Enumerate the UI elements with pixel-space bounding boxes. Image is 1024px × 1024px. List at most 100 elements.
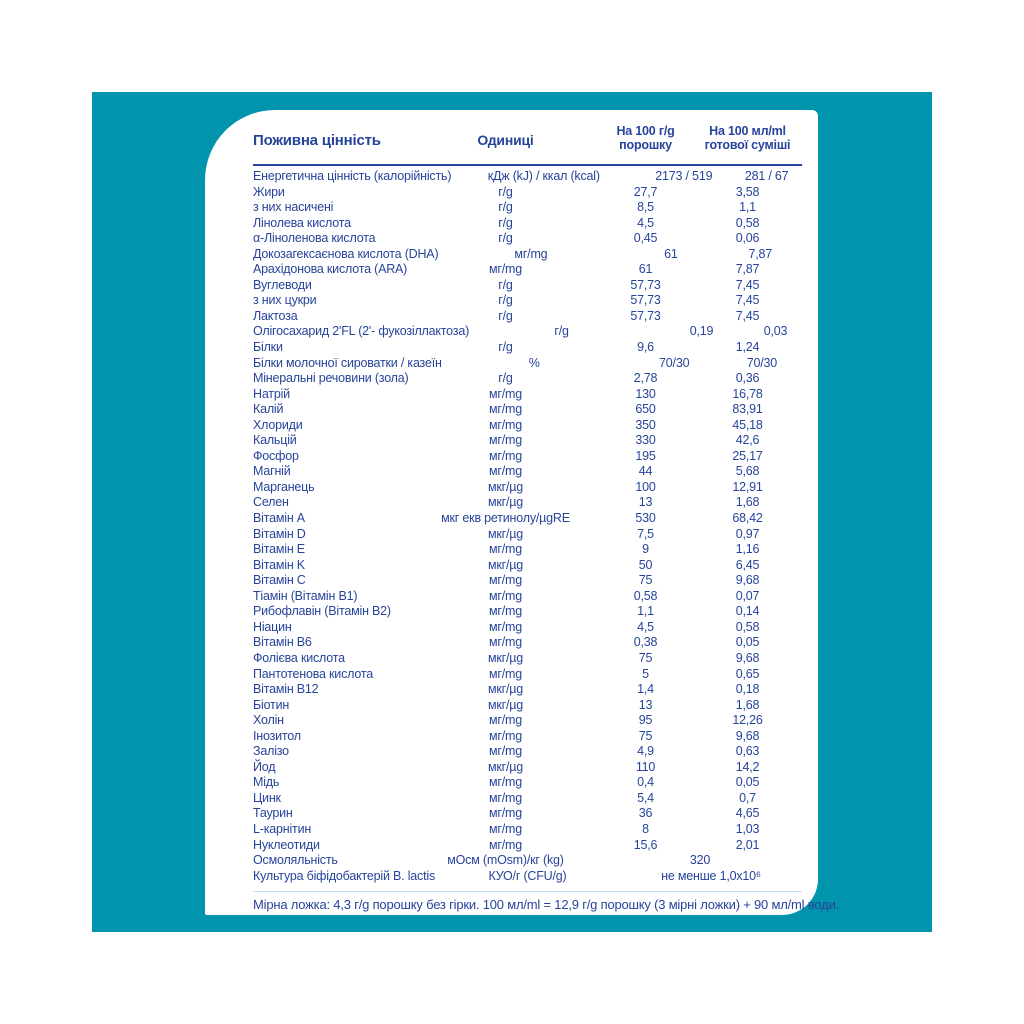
table-row: Осмоляльність мОсм (mOsm)/кг (kg) 320 [253,853,802,869]
row-value-per-100ml: 70/30 [746,355,777,370]
table-row: Мідь мг/mg 0,4 0,05 [253,775,802,791]
row-value-per-100ml: 0,7 [739,790,756,805]
row-value-per-100g: 0,19 [689,324,714,339]
row-label: Енергетична цінність (калорійність) [253,169,452,183]
row-value-per-100ml: 0,58 [735,215,760,230]
row-unit: мг/mg [489,666,522,681]
row-unit: мг/mg [489,744,522,759]
row-value-per-100ml: 0,65 [735,666,760,681]
row-value-per-100g: 330 [635,433,656,448]
table-row: Докозагексаєнова кислота (DHA) мг/mg 61 7,8… [253,247,802,263]
row-unit: г/g [498,308,513,323]
table-row: Білки молочної сироватки / казеїн% 70/30 7… [253,356,802,372]
row-unit: мкг/µg [487,479,524,494]
row-unit: мг/mg [489,635,522,650]
row-label: Осмоляльність [253,853,338,868]
row-label: Магній [253,464,291,479]
row-unit: г/g [498,184,513,199]
row-label: Вітамін C [253,573,306,588]
table-row: з них цукри г/g 57,73 7,45 [253,293,802,309]
table-row: Мінеральні речовини (зола) г/g 2,78 0,36 [253,371,802,387]
row-label: Культура біфідобактерій B. lactis [253,868,435,883]
row-value-per-100ml: 0,03 [763,324,788,339]
row-value-per-100g: 61 [664,246,678,261]
row-value-per-100g: 75 [638,573,653,588]
row-value-per-100ml: 42,6 [735,433,760,448]
row-unit: мг/mg [489,448,522,463]
nutrition-table-card: Поживна цінність Одиниці На 100 г/g поро… [205,110,839,915]
row-value-per-100ml: 0,06 [735,231,760,246]
table-row: Пантотенова кислота мг/mg 5 0,65 [253,667,802,683]
row-value-per-100ml: 1,68 [735,697,760,712]
row-label: Хлориди [253,417,303,432]
header-per-100ml-line1: На 100 мл/ml [709,124,786,138]
row-label: Білки молочної сироватки / казеїн [253,355,442,370]
row-label: Фолієва кислота [253,650,345,665]
row-value-per-100ml: 14,2 [735,759,760,774]
row-unit: г/g [498,215,513,230]
footnote-divider [253,891,802,893]
row-unit: мг/mg [489,573,522,588]
row-unit: % [528,355,540,370]
row-value-per-100g: 4,5 [637,215,654,230]
row-unit: мкг/µg [487,682,524,697]
row-value-per-100ml: 45,18 [732,417,763,432]
row-unit: г/g [498,340,513,355]
row-value-per-100g: 8 [642,821,649,836]
row-label: Олігосахарид 2'FL (2'- фукозіллактоза) [253,324,470,339]
row-label: Ніацин [253,619,292,634]
row-unit: мг/mg [489,619,522,634]
row-value-per-100g: 1,4 [637,682,654,697]
row-label: Інозитол [253,728,301,743]
row-value-per-100ml: 7,45 [735,277,760,292]
row-value-per-100g: 13 [638,495,653,510]
row-value-per-100ml: 7,87 [748,246,772,261]
row-unit: мг/mg [489,806,522,821]
row-value-per-100ml: 281 / 67 [744,169,789,183]
row-value-per-100g: 9 [642,542,649,557]
row-value-per-100g: 530 [635,511,656,526]
row-value-per-100g: 100 [635,479,656,494]
row-unit: мкг/µg [487,526,524,541]
row-label: Біотин [253,697,290,712]
row-unit: г/g [498,277,513,292]
table-row: Таурин мг/mg 36 4,65 [253,806,802,822]
row-value-span: не менше 1,0x10⁶ [661,868,761,883]
table-row: Фосфор мг/mg 195 25,17 [253,449,802,465]
row-value-per-100g: 50 [638,557,653,572]
row-value-per-100g: 0,4 [637,775,654,790]
table-row: Селен мкг/µg 13 1,68 [253,495,802,511]
row-value-per-100ml: 0,05 [735,775,760,790]
header-per-100g: На 100 г/g порошку [598,124,693,152]
table-row: Магній мг/mg 44 5,68 [253,464,802,480]
table-row: Вітамін B6 мг/mg 0,38 0,05 [253,635,802,651]
row-value-per-100ml: 1,16 [735,542,760,557]
table-row: Вітамін B12 мкг/µg 1,4 0,18 [253,682,802,698]
row-value-span: 320 [689,853,711,868]
row-label: Калій [253,402,284,417]
row-unit: мг/mg [489,821,522,836]
row-value-per-100g: 95 [638,713,653,728]
row-unit: мкг/µg [487,697,524,712]
row-label: Вітамін A [253,511,305,526]
table-row: Цинк мг/mg 5,4 0,7 [253,791,802,807]
row-value-per-100g: 9,6 [637,340,654,355]
row-label: Нуклеотиди [253,837,320,852]
row-value-per-100ml: 25,17 [732,448,763,463]
row-value-per-100ml: 68,42 [732,511,763,526]
row-unit: мг/mg [489,837,522,852]
table-row: α-Ліноленова кислота г/g 0,45 0,06 [253,231,802,247]
row-value-per-100ml: 0,07 [735,588,760,603]
header-divider [253,164,802,166]
row-label: Селен [253,495,289,510]
table-row: Культура біфідобактерій B. lactis КУО/г (… [253,869,802,885]
table-row: Вітамін C мг/mg 75 9,68 [253,573,802,589]
row-unit: мг/mg [489,402,522,417]
row-value-per-100g: 2,78 [633,371,658,386]
table-row: Арахідонова кислота (ARA) мг/mg 61 7,87 [253,262,802,278]
row-value-per-100g: 0,45 [633,231,658,246]
row-unit: г/g [498,293,513,308]
row-value-per-100g: 8,5 [637,200,654,215]
row-value-per-100g: 44 [638,464,653,479]
row-label: Марганець [253,479,315,494]
